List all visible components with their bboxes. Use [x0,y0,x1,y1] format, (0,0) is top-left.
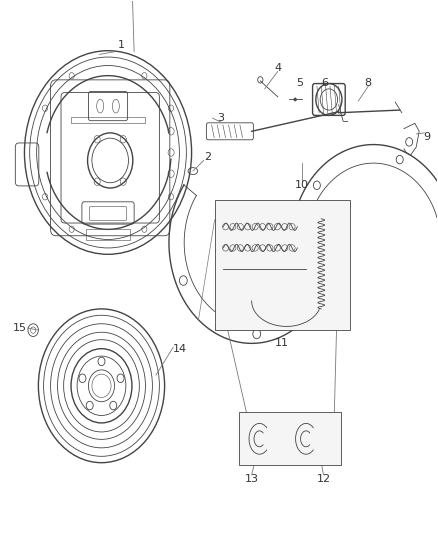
Bar [86,229,130,240]
Text: 13: 13 [245,474,259,483]
Bar [71,117,145,123]
Text: 15: 15 [13,323,27,333]
Text: 1: 1 [117,40,124,50]
Text: 3: 3 [218,113,225,123]
Text: 8: 8 [365,77,372,87]
Text: 14: 14 [173,344,187,354]
Text: 2: 2 [205,152,212,161]
Text: 5: 5 [296,77,303,87]
Text: 11: 11 [275,338,289,349]
Text: 9: 9 [424,132,431,142]
Bar [239,413,341,465]
Text: 12: 12 [316,474,331,483]
Text: 10: 10 [295,180,309,190]
Text: 4: 4 [274,63,281,72]
Bar [215,200,350,330]
Circle shape [294,98,297,101]
Text: 6: 6 [321,77,328,87]
